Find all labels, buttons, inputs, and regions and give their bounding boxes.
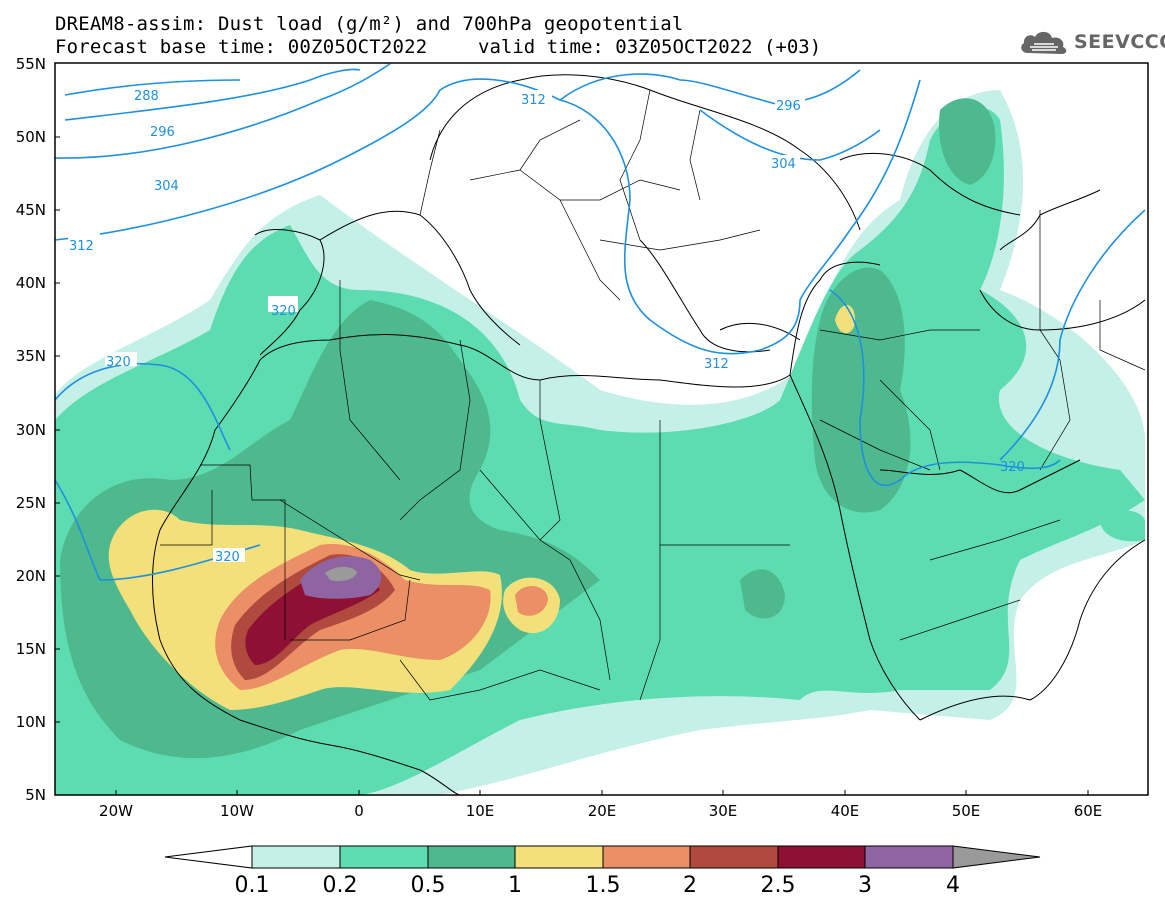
colorbar-label: 0.1: [234, 873, 270, 898]
lon-label: 20W: [99, 802, 133, 820]
lon-label: 50E: [951, 802, 981, 820]
lon-label: 10E: [465, 802, 495, 820]
colorbar-high-arrow: [952, 845, 1041, 869]
contour-labels: 288 296 304 312 320 312 296 304 320 312 …: [68, 88, 1025, 565]
dust-field: [55, 90, 1145, 795]
lon-label: 30E: [708, 802, 738, 820]
colorbar-label: 2: [683, 873, 697, 898]
colorbar-low-arrow: [164, 845, 253, 869]
svg-text:288: 288: [134, 89, 159, 104]
svg-text:296: 296: [776, 99, 801, 114]
colorbar-label: 3: [858, 873, 872, 898]
seevccc-logo: SEEVCCC: [1018, 25, 1165, 59]
lon-label: 40E: [830, 802, 860, 820]
lon-label: 10W: [220, 802, 254, 820]
lat-label: 35N: [15, 347, 46, 365]
colorbar-label: 0.5: [410, 873, 446, 898]
lon-label: 60E: [1073, 802, 1103, 820]
lon-label: 0: [354, 802, 364, 820]
svg-text:320: 320: [1000, 460, 1025, 475]
colorbar-label: 1.5: [585, 873, 621, 898]
lat-label: 25N: [15, 494, 46, 512]
lat-label: 50N: [15, 128, 46, 146]
lat-label: 5N: [25, 786, 46, 804]
lat-label: 45N: [15, 201, 46, 219]
colorbar: [164, 845, 1041, 869]
svg-text:304: 304: [771, 157, 796, 172]
svg-text:320: 320: [106, 355, 131, 370]
cloud-icon: [1021, 31, 1067, 54]
colorbar-label: 0.2: [322, 873, 358, 898]
coastlines: [152, 74, 1146, 795]
lat-label: 10N: [15, 713, 46, 731]
svg-text:312: 312: [69, 239, 94, 254]
base-time: Forecast base time: 00Z05OCT2022: [55, 36, 428, 58]
svg-text:312: 312: [704, 357, 729, 372]
svg-text:312: 312: [521, 93, 546, 108]
svg-text:320: 320: [271, 304, 296, 319]
lat-label: 40N: [15, 274, 46, 292]
lat-label: 55N: [15, 55, 46, 73]
lat-label: 20N: [15, 567, 46, 585]
dust-level-4: [325, 566, 357, 582]
logo-text: SEEVCCC: [1074, 31, 1165, 53]
map-title: DREAM8-assim: Dust load (g/m²) and 700hP…: [55, 13, 684, 35]
lon-label: 20E: [587, 802, 617, 820]
colorbar-label: 2.5: [760, 873, 796, 898]
colorbar-label: 4: [946, 873, 960, 898]
svg-text:304: 304: [154, 179, 179, 194]
lat-label: 30N: [15, 421, 46, 439]
valid-time: valid time: 03Z05OCT2022 (+03): [478, 36, 822, 58]
colorbar-label: 1: [508, 873, 522, 898]
svg-text:296: 296: [150, 125, 175, 140]
lat-label: 15N: [15, 640, 46, 658]
axis-ticks: [55, 136, 1089, 795]
borders: [160, 89, 1146, 701]
svg-text:320: 320: [215, 550, 240, 565]
